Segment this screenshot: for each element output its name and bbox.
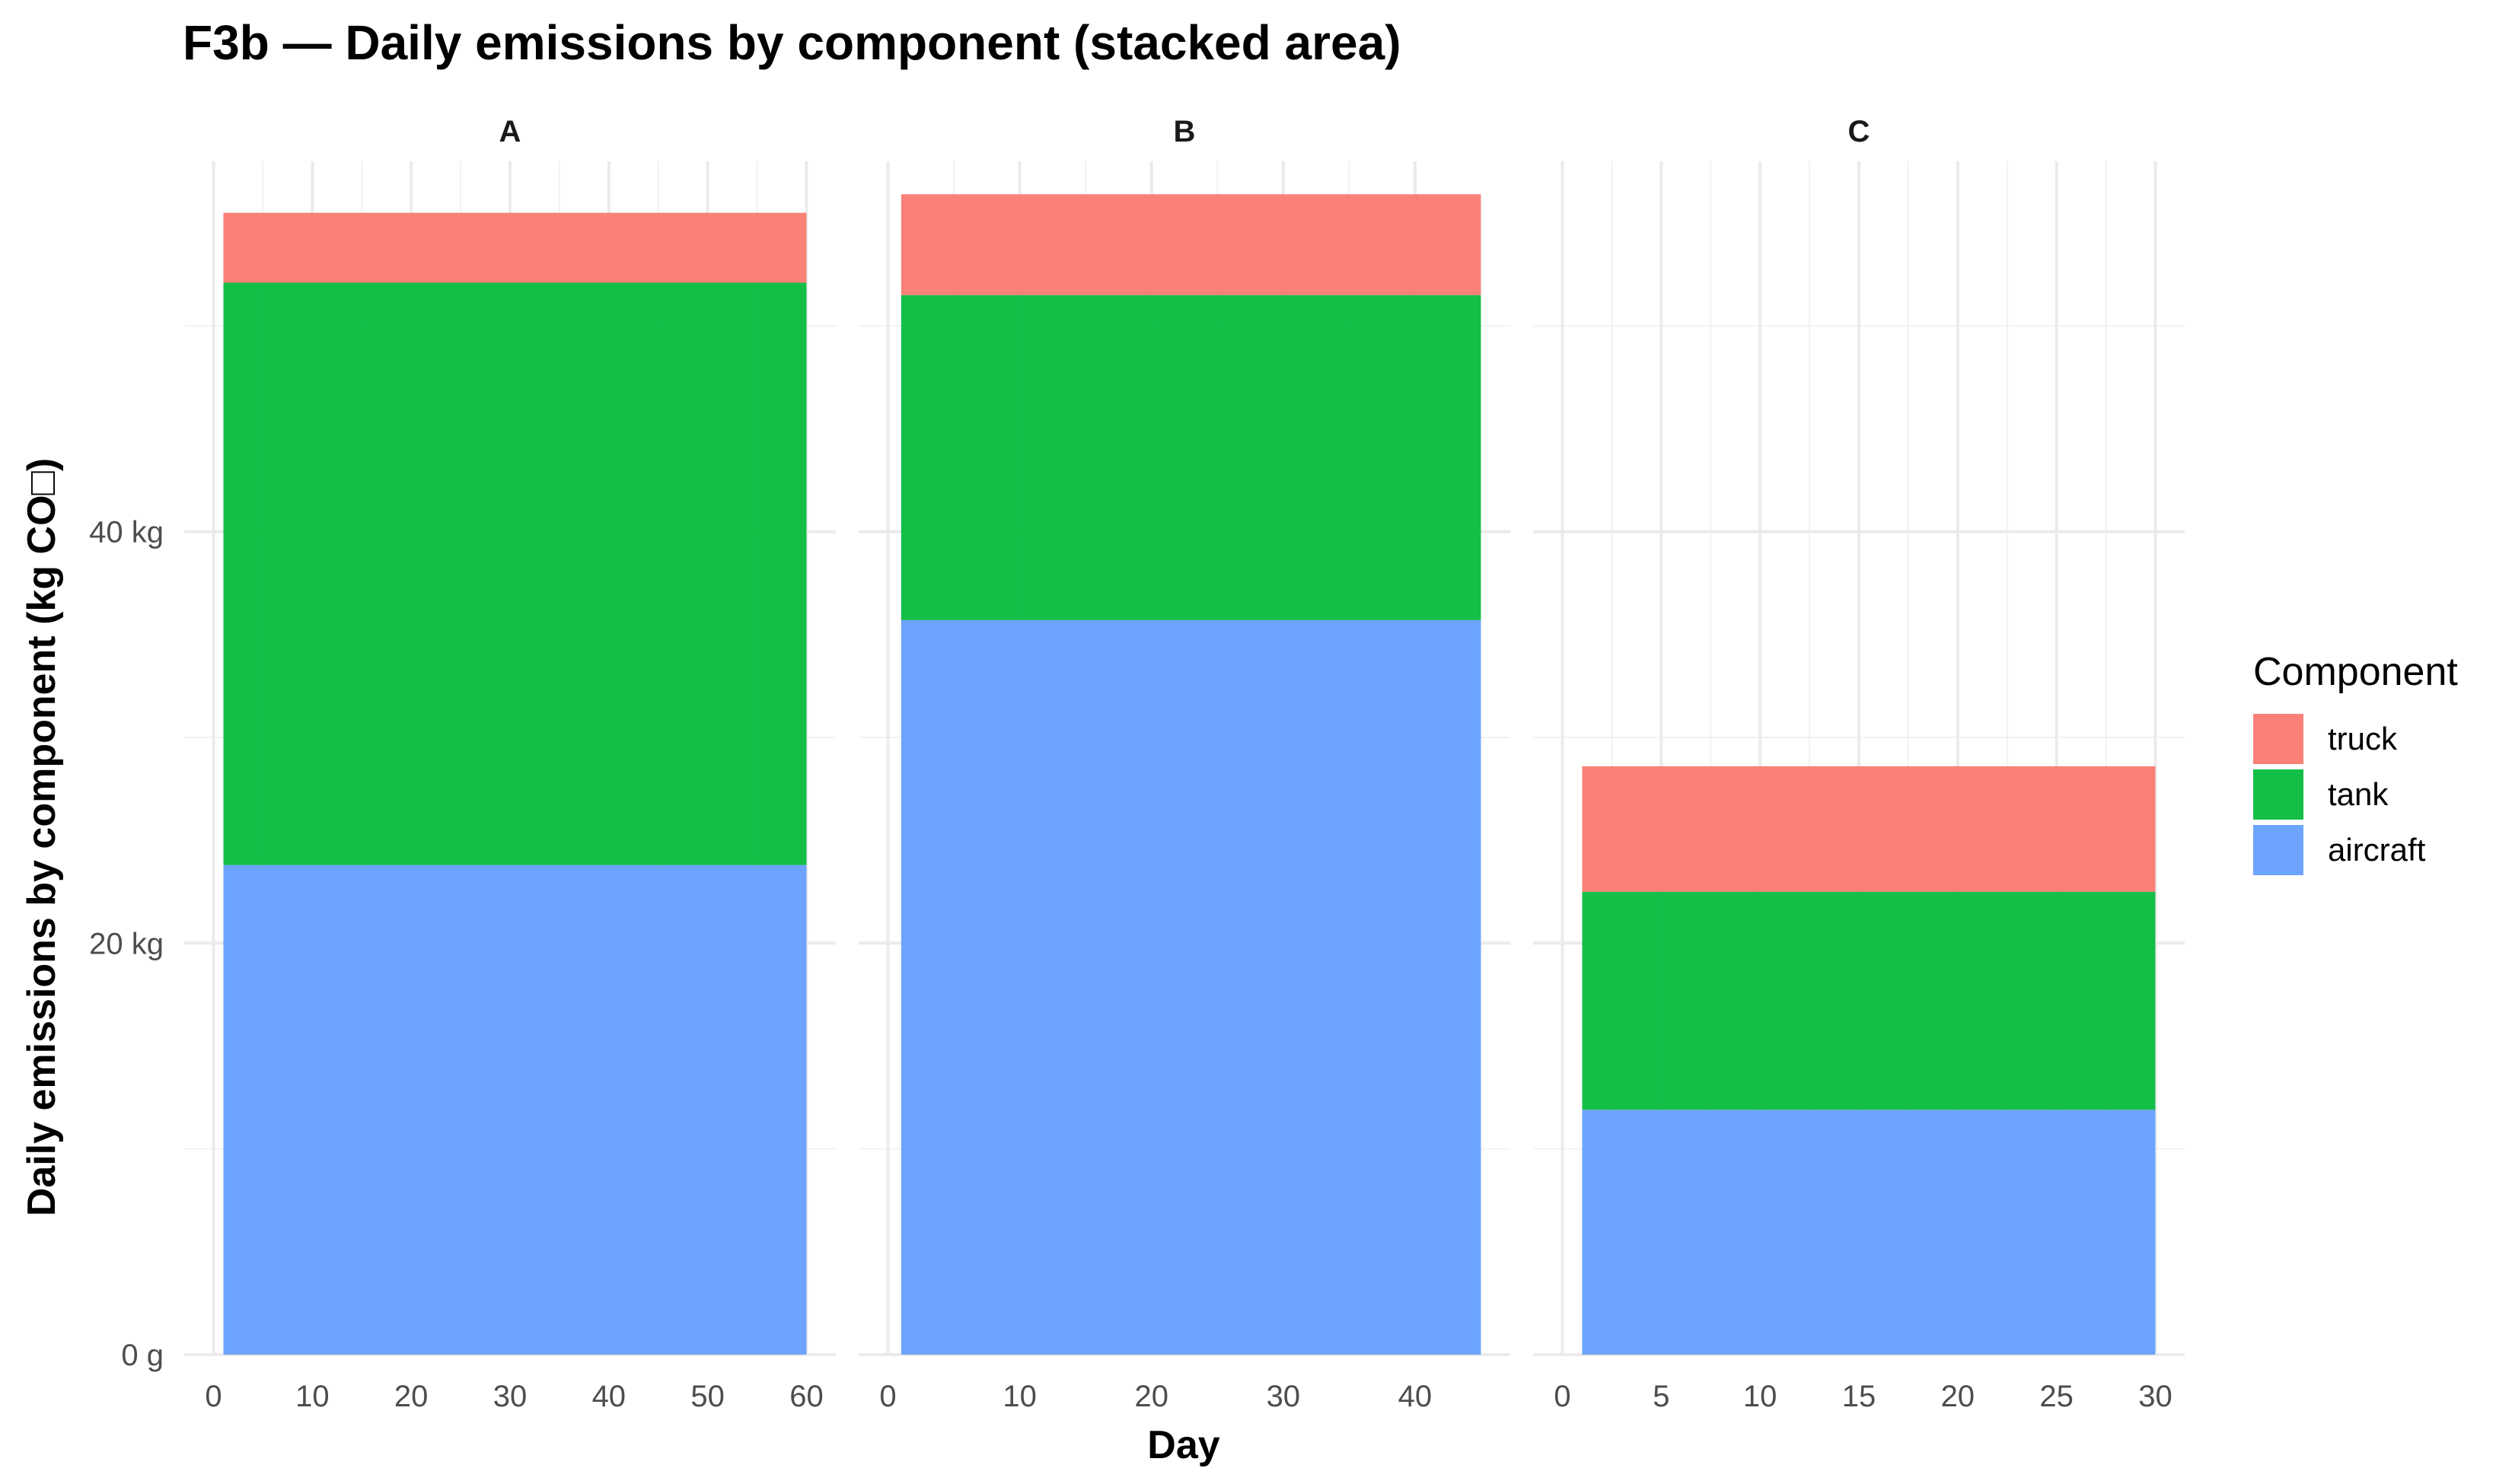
- x-tick-label: 40: [1398, 1380, 1433, 1413]
- x-tick-label: 10: [295, 1380, 330, 1413]
- legend: Component truck tank aircraft: [2253, 650, 2458, 875]
- x-tick-label: 10: [1743, 1380, 1777, 1413]
- legend-label-tank: tank: [2328, 776, 2389, 812]
- area-tank: [1582, 891, 2156, 1110]
- x-tick-label: 10: [1003, 1380, 1037, 1413]
- x-tick-label: 5: [1653, 1380, 1669, 1413]
- legend-title: Component: [2253, 650, 2458, 694]
- legend-swatch-truck: [2253, 714, 2303, 764]
- x-tick-label: 0: [1554, 1380, 1570, 1413]
- x-tick-label: 30: [493, 1380, 528, 1413]
- y-axis-title: Daily emissions by component (kg CO□): [20, 458, 64, 1216]
- area-truck: [223, 212, 807, 283]
- x-tick-label: 15: [1842, 1380, 1876, 1413]
- facet-panel-a: 0 10 20 30 40 50 60 A: [184, 115, 836, 1413]
- area-tank: [223, 282, 807, 865]
- area-truck: [901, 194, 1481, 295]
- facet-label: B: [1174, 115, 1196, 148]
- x-tick-label: 20: [394, 1380, 429, 1413]
- facet-panel-c: 0 5 10 15 20 25 30 C: [1533, 115, 2185, 1413]
- x-tick-label: 50: [690, 1380, 725, 1413]
- chart-title: F3b — Daily emissions by component (stac…: [183, 15, 1401, 70]
- legend-label-truck: truck: [2328, 721, 2398, 756]
- x-tick-label: 30: [2138, 1380, 2172, 1413]
- facet-panel-b: 0 10 20 30 40 B: [859, 115, 1510, 1413]
- x-tick-label: 25: [2039, 1380, 2074, 1413]
- legend-swatch-aircraft: [2253, 825, 2303, 875]
- x-tick-label: 0: [879, 1380, 896, 1413]
- legend-swatch-tank: [2253, 769, 2303, 820]
- area-aircraft: [901, 619, 1481, 1355]
- x-tick-label: 0: [205, 1380, 222, 1413]
- x-tick-label: 20: [1941, 1380, 1975, 1413]
- area-truck: [1582, 766, 2156, 892]
- x-tick-label: 20: [1134, 1380, 1168, 1413]
- x-tick-label: 40: [592, 1380, 626, 1413]
- area-aircraft: [223, 865, 807, 1355]
- area-aircraft: [1582, 1110, 2156, 1355]
- facet-label: A: [499, 115, 521, 148]
- legend-label-aircraft: aircraft: [2328, 832, 2426, 868]
- y-tick-label: 20 kg: [89, 927, 164, 960]
- x-tick-label: 30: [1267, 1380, 1301, 1413]
- facet-panels: 0 g 20 kg 40 kg 0 10 20 30 40 50 60 A 0 10 20 30 40 B 0 5 1…: [89, 115, 2185, 1413]
- y-tick-label: 40 kg: [89, 516, 164, 549]
- area-tank: [901, 295, 1481, 620]
- x-axis-title: Day: [1147, 1423, 1219, 1467]
- x-tick-label: 60: [789, 1380, 824, 1413]
- facet-label: C: [1848, 115, 1870, 148]
- y-tick-label: 0 g: [121, 1339, 164, 1372]
